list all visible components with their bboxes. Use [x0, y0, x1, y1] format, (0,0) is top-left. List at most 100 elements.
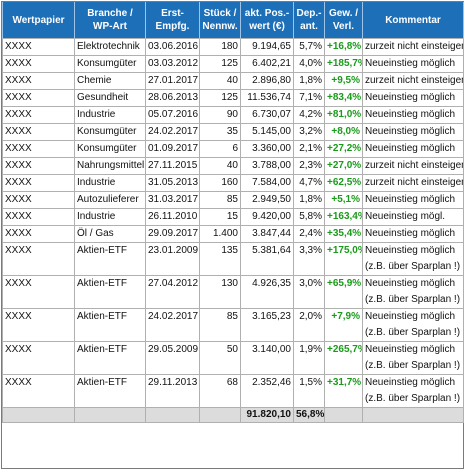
kommentar-line: Neueinstieg möglich	[365, 377, 456, 388]
cell-erst-empfg: 27.11.2015	[145, 157, 200, 175]
cell-gew-verl: +5,1%	[324, 191, 363, 209]
cell-kommentar: Neueinstieg möglich (z.B. über Sparplan !…	[362, 341, 464, 375]
cell-dep-ant: 3,0%	[293, 275, 325, 309]
cell-gew-verl: +83,4%	[324, 89, 363, 107]
cell-kommentar: Neueinstieg möglich (z.B. über Sparplan !…	[362, 242, 464, 276]
kommentar-line: zurzeit nicht einsteigen	[365, 75, 464, 86]
table-row: XXXX Industrie 26.11.2010 15 9.420,00 5,8% +16…	[2, 208, 464, 226]
cell-erst-empfg: 29.05.2009	[145, 341, 200, 375]
cell-kommentar: Neueinstieg möglich	[362, 55, 464, 73]
cell-erst-empfg: 01.09.2017	[145, 140, 200, 158]
table-row: XXXX Chemie 27.01.2017 40 2.896,80 1,8% +9,5% z…	[2, 72, 464, 90]
kommentar-line: Neueinstieg möglich	[365, 228, 456, 239]
cell-branche: Industrie	[74, 208, 146, 226]
kommentar-line: Neueinstieg möglich	[365, 109, 456, 120]
header-wertpapier: Wertpapier	[2, 2, 75, 39]
kommentar-line: zurzeit nicht einsteigen	[365, 160, 464, 171]
cell-stueck: 90	[199, 106, 241, 124]
cell-dep-ant: 1,8%	[293, 72, 325, 90]
table-row: XXXX Aktien-ETF 29.11.2013 68 2.352,46 1,5% +3…	[2, 374, 464, 408]
cell-gew-verl: +31,7%	[324, 374, 363, 408]
cell-akt-pos-wert: 3.788,00	[240, 157, 294, 175]
cell-erst-empfg: 31.05.2013	[145, 174, 200, 192]
cell-akt-pos-wert: 6.402,21	[240, 55, 294, 73]
cell-kommentar: Neueinstieg möglich	[362, 140, 464, 158]
cell-wertpapier: XXXX	[2, 242, 75, 276]
header-erst-empfg: Erst- Empfg.	[145, 2, 200, 39]
cell-branche: Aktien-ETF	[74, 308, 146, 342]
kommentar-line: (z.B. über Sparplan !)	[365, 393, 461, 404]
table-row: XXXX Aktien-ETF 24.02.2017 85 3.165,23 2,0% +7…	[2, 308, 464, 342]
cell-branche: Industrie	[74, 106, 146, 124]
cell-dep-ant: 1,5%	[293, 374, 325, 408]
cell-branche: Konsumgüter	[74, 55, 146, 73]
header-stueck: Stück / Nennw.	[199, 2, 241, 39]
cell-kommentar: Neueinstieg möglich (z.B. über Sparplan !…	[362, 374, 464, 408]
cell-erst-empfg: 24.02.2017	[145, 123, 200, 141]
cell-gew-verl: +27,2%	[324, 140, 363, 158]
totals-empty-1	[2, 407, 75, 423]
kommentar-line: Neueinstieg möglich	[365, 278, 456, 289]
cell-erst-empfg: 29.11.2013	[145, 374, 200, 408]
cell-dep-ant: 3,3%	[293, 242, 325, 276]
portfolio-table: Wertpapier Branche / WP-Art Erst- Empfg. S…	[2, 2, 464, 423]
cell-kommentar: zurzeit nicht einsteigen	[362, 174, 464, 192]
cell-wertpapier: XXXX	[2, 341, 75, 375]
header-branche: Branche / WP-Art	[74, 2, 146, 39]
cell-erst-empfg: 31.03.2017	[145, 191, 200, 209]
totals-empty-7	[324, 407, 363, 423]
cell-wertpapier: XXXX	[2, 38, 75, 56]
cell-stueck: 40	[199, 72, 241, 90]
kommentar-line: Neueinstieg möglich	[365, 92, 456, 103]
cell-branche: Chemie	[74, 72, 146, 90]
cell-branche: Aktien-ETF	[74, 242, 146, 276]
kommentar-line: Neueinstieg mögl.	[365, 211, 446, 222]
cell-dep-ant: 2,1%	[293, 140, 325, 158]
cell-kommentar: Neueinstieg möglich	[362, 106, 464, 124]
cell-stueck: 85	[199, 191, 241, 209]
cell-wertpapier: XXXX	[2, 55, 75, 73]
cell-gew-verl: +163,4%	[324, 208, 363, 226]
cell-erst-empfg: 27.01.2017	[145, 72, 200, 90]
cell-wertpapier: XXXX	[2, 123, 75, 141]
cell-gew-verl: +7,9%	[324, 308, 363, 342]
kommentar-line: Neueinstieg möglich	[365, 245, 456, 256]
cell-kommentar: Neueinstieg möglich	[362, 123, 464, 141]
cell-branche: Industrie	[74, 174, 146, 192]
cell-dep-ant: 7,1%	[293, 89, 325, 107]
totals-wert: 91.820,10	[240, 407, 294, 423]
cell-stueck: 1.400	[199, 225, 241, 243]
cell-stueck: 35	[199, 123, 241, 141]
cell-gew-verl: +27,0%	[324, 157, 363, 175]
cell-kommentar: Neueinstieg möglich	[362, 225, 464, 243]
cell-branche: Aktien-ETF	[74, 374, 146, 408]
cell-gew-verl: +35,4%	[324, 225, 363, 243]
cell-wertpapier: XXXX	[2, 89, 75, 107]
cell-erst-empfg: 28.06.2013	[145, 89, 200, 107]
table-row: XXXX Industrie 05.07.2016 90 6.730,07 4,2% +81…	[2, 106, 464, 124]
cell-stueck: 180	[199, 38, 241, 56]
table-row: XXXX Industrie 31.05.2013 160 7.584,00 4,7% +6…	[2, 174, 464, 192]
cell-gew-verl: +16,8%	[324, 38, 363, 56]
cell-dep-ant: 5,8%	[293, 208, 325, 226]
cell-erst-empfg: 05.07.2016	[145, 106, 200, 124]
totals-empty-8	[362, 407, 464, 423]
cell-branche: Konsumgüter	[74, 123, 146, 141]
cell-dep-ant: 3,2%	[293, 123, 325, 141]
cell-branche: Autozulieferer	[74, 191, 146, 209]
table-row: XXXX Aktien-ETF 29.05.2009 50 3.140,00 1,9% +2…	[2, 341, 464, 375]
cell-akt-pos-wert: 3.165,23	[240, 308, 294, 342]
cell-branche: Konsumgüter	[74, 140, 146, 158]
kommentar-line: Neueinstieg möglich	[365, 143, 456, 154]
cell-gew-verl: +185,7%	[324, 55, 363, 73]
table-row: XXXX Gesundheit 28.06.2013 125 11.536,74 7,1%…	[2, 89, 464, 107]
cell-akt-pos-wert: 6.730,07	[240, 106, 294, 124]
cell-branche: Nahrungsmittel	[74, 157, 146, 175]
kommentar-line: zurzeit nicht einsteigen	[365, 177, 464, 188]
cell-dep-ant: 4,0%	[293, 55, 325, 73]
cell-akt-pos-wert: 5.381,64	[240, 242, 294, 276]
cell-akt-pos-wert: 7.584,00	[240, 174, 294, 192]
cell-gew-verl: +9,5%	[324, 72, 363, 90]
cell-gew-verl: +175,0%	[324, 242, 363, 276]
